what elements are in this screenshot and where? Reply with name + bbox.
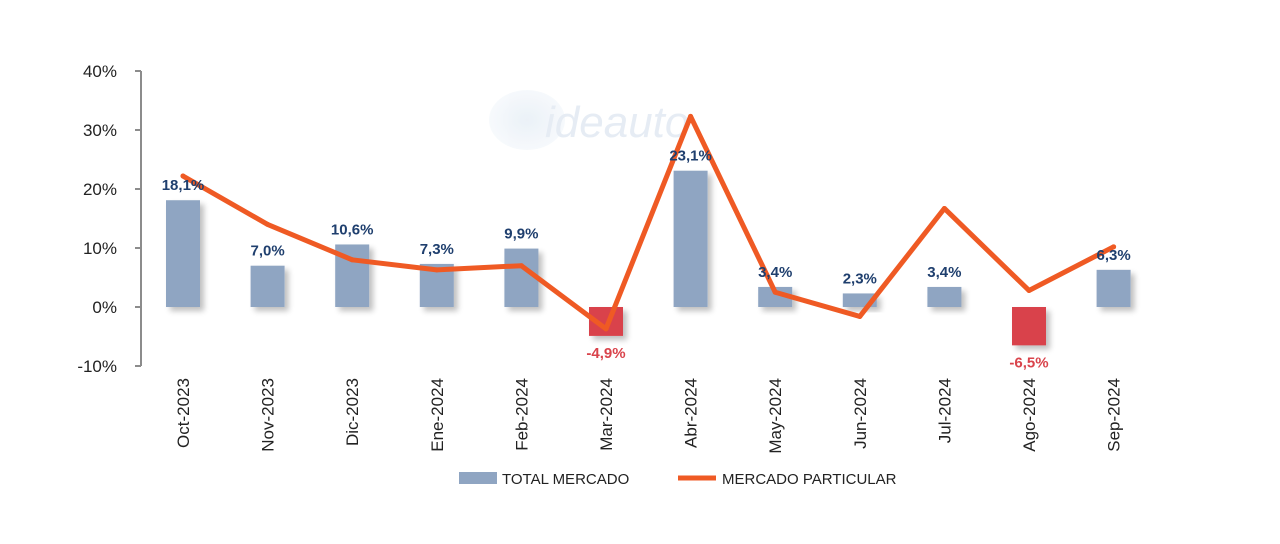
data-label-ene-2024: 7,3%: [420, 241, 454, 258]
x-tick-label-may-2024: May-2024: [766, 378, 785, 454]
line-point-jun-2024: [857, 313, 863, 319]
line-point-dic-2023: [349, 257, 355, 263]
data-label-oct-2023: 18,1%: [162, 177, 205, 194]
line-series: [180, 113, 1117, 332]
y-tick-label: 20%: [83, 180, 117, 199]
bar-may-2024: [758, 286, 793, 307]
data-label-jul-2024: 3,4%: [927, 264, 961, 281]
bar-abr-2024: [673, 170, 708, 307]
axes: 40% 30% 20% 10% 0% -10%: [77, 62, 142, 376]
x-tick-label-ago-2024: Ago-2024: [1020, 378, 1039, 452]
legend-label-total-mercado: TOTAL MERCADO: [502, 471, 629, 488]
bars: [166, 170, 1131, 346]
x-tick-labels: Oct-2023 Nov-2023 Dic-2023 Ene-2024 Feb-2024…: [174, 378, 1124, 454]
legend-label-mercado-particular: MERCADO PARTICULAR: [722, 471, 897, 488]
watermark-text: ideauto: [545, 98, 689, 147]
data-label-mar-2024: -4,9%: [586, 345, 625, 362]
line-mercado-particular: [180, 113, 1117, 332]
line-point-sep-2024: [1111, 244, 1117, 250]
legend: TOTAL MERCADO MERCADO PARTICULAR: [459, 471, 897, 488]
x-tick-label-oct-2023: Oct-2023: [174, 378, 193, 448]
y-tick-label: 10%: [83, 239, 117, 258]
line-point-oct-2023: [180, 173, 186, 179]
data-label-sep-2024: 6,3%: [1096, 247, 1130, 264]
x-tick-label-jul-2024: Jul-2024: [935, 378, 954, 443]
bar-oct-2023: [166, 200, 200, 307]
x-tick-label-mar-2024: Mar-2024: [597, 378, 616, 451]
bar-nov-2023: [250, 265, 285, 307]
data-label-may-2024: 3,4%: [758, 264, 792, 281]
data-label-ago-2024: -6,5%: [1009, 354, 1048, 371]
watermark-logo: ideauto: [489, 90, 689, 150]
x-tick-label-nov-2023: Nov-2023: [259, 378, 278, 452]
line-point-abr-2024: [688, 113, 694, 119]
bar-ago-2024: [1012, 307, 1046, 346]
line-point-jul-2024: [941, 205, 947, 211]
line-point-mar-2024: [603, 326, 609, 332]
x-tick-label-abr-2024: Abr-2024: [682, 378, 701, 448]
line-point-ago-2024: [1026, 287, 1032, 293]
data-label-dic-2023: 10,6%: [331, 221, 374, 238]
data-label-feb-2024: 9,9%: [504, 226, 538, 243]
y-tick-label: 40%: [83, 62, 117, 81]
x-tick-label-jun-2024: Jun-2024: [851, 378, 870, 449]
data-labels: 18,1% 7,0% 10,6% 7,3% 9,9% -4,9% 23,1% 3,4% 2,3%…: [162, 148, 1131, 372]
data-label-abr-2024: 23,1%: [669, 148, 712, 165]
x-tick-label-dic-2023: Dic-2023: [343, 378, 362, 446]
bar-feb-2024: [504, 248, 539, 307]
data-label-jun-2024: 2,3%: [843, 270, 877, 287]
legend-swatch-total-mercado: [459, 472, 497, 484]
y-tick-label: -10%: [77, 357, 117, 376]
x-tick-label-sep-2024: Sep-2024: [1105, 378, 1124, 452]
line-point-feb-2024: [518, 263, 524, 269]
bar-jul-2024: [927, 286, 962, 307]
x-tick-label-ene-2024: Ene-2024: [428, 378, 447, 452]
y-tick-label: 30%: [83, 121, 117, 140]
x-tick-label-feb-2024: Feb-2024: [512, 378, 531, 451]
line-point-may-2024: [772, 289, 778, 295]
line-point-nov-2023: [265, 221, 271, 227]
line-point-ene-2024: [434, 267, 440, 273]
bar-sep-2024: [1096, 269, 1131, 307]
data-label-nov-2023: 7,0%: [250, 243, 284, 260]
y-tick-label: 0%: [92, 298, 117, 317]
